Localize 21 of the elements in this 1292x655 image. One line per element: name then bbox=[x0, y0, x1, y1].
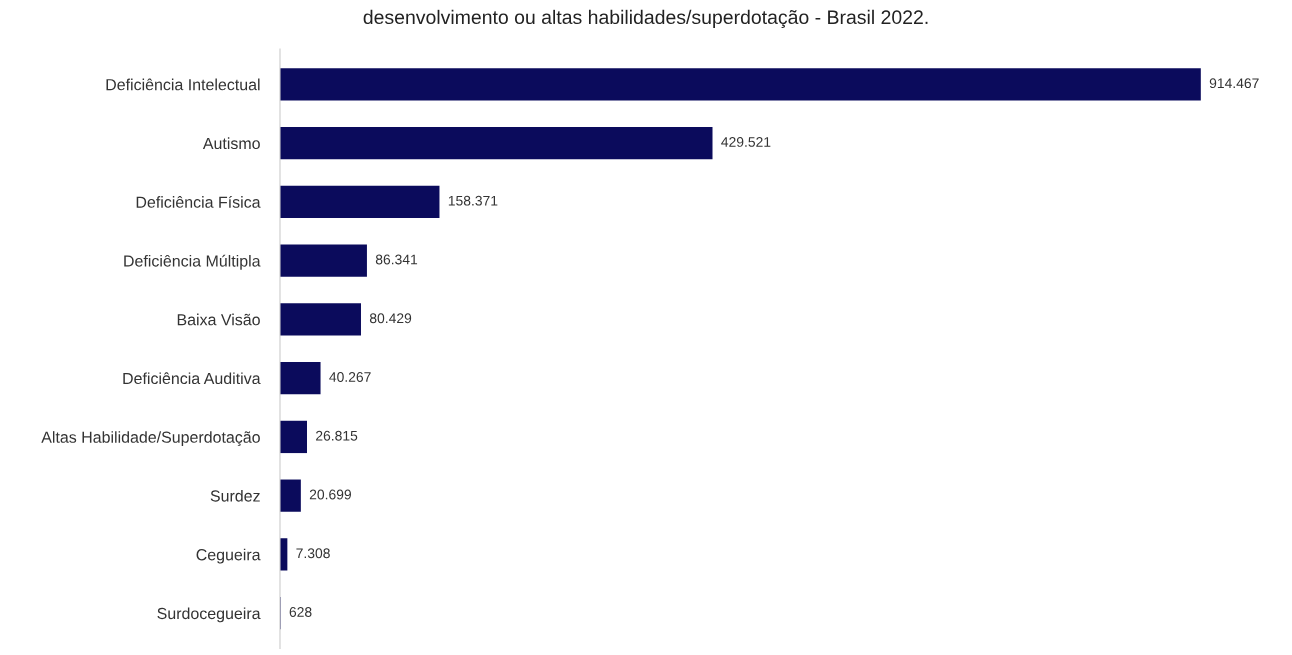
data-label: 158.371 bbox=[448, 195, 498, 206]
y-tick-label: Deficiência Múltipla bbox=[124, 254, 261, 270]
y-tick-label: Baixa Visão bbox=[177, 313, 260, 326]
data-label: 7.308 bbox=[296, 548, 330, 559]
y-tick-label: Cegueira bbox=[196, 548, 261, 564]
y-tick-label: Surdez bbox=[210, 489, 260, 502]
data-label: 628 bbox=[289, 607, 312, 617]
y-tick-label: Deficiência Auditiva bbox=[123, 372, 261, 385]
data-label: 40.267 bbox=[329, 372, 371, 382]
data-label: 429.521 bbox=[721, 137, 771, 147]
y-tick-label: Deficiência Intelectual bbox=[106, 78, 260, 91]
data-label: 914.467 bbox=[1209, 78, 1259, 89]
chart-title: desenvolvimento ou altas habilidades/superdotação - Brasil 2022. bbox=[363, 9, 928, 29]
data-label: 80.429 bbox=[369, 313, 412, 324]
y-tick-label: Altas Habilidade/Superdotação bbox=[41, 431, 260, 447]
y-tick-label: Deficiência Física bbox=[136, 195, 261, 208]
data-label: 86.341 bbox=[375, 254, 418, 265]
y-tick-label: Autismo bbox=[202, 137, 260, 150]
data-label: 26.815 bbox=[316, 430, 358, 441]
y-tick-label: Surdocegueira bbox=[157, 607, 261, 623]
data-label: 20.699 bbox=[309, 489, 351, 500]
